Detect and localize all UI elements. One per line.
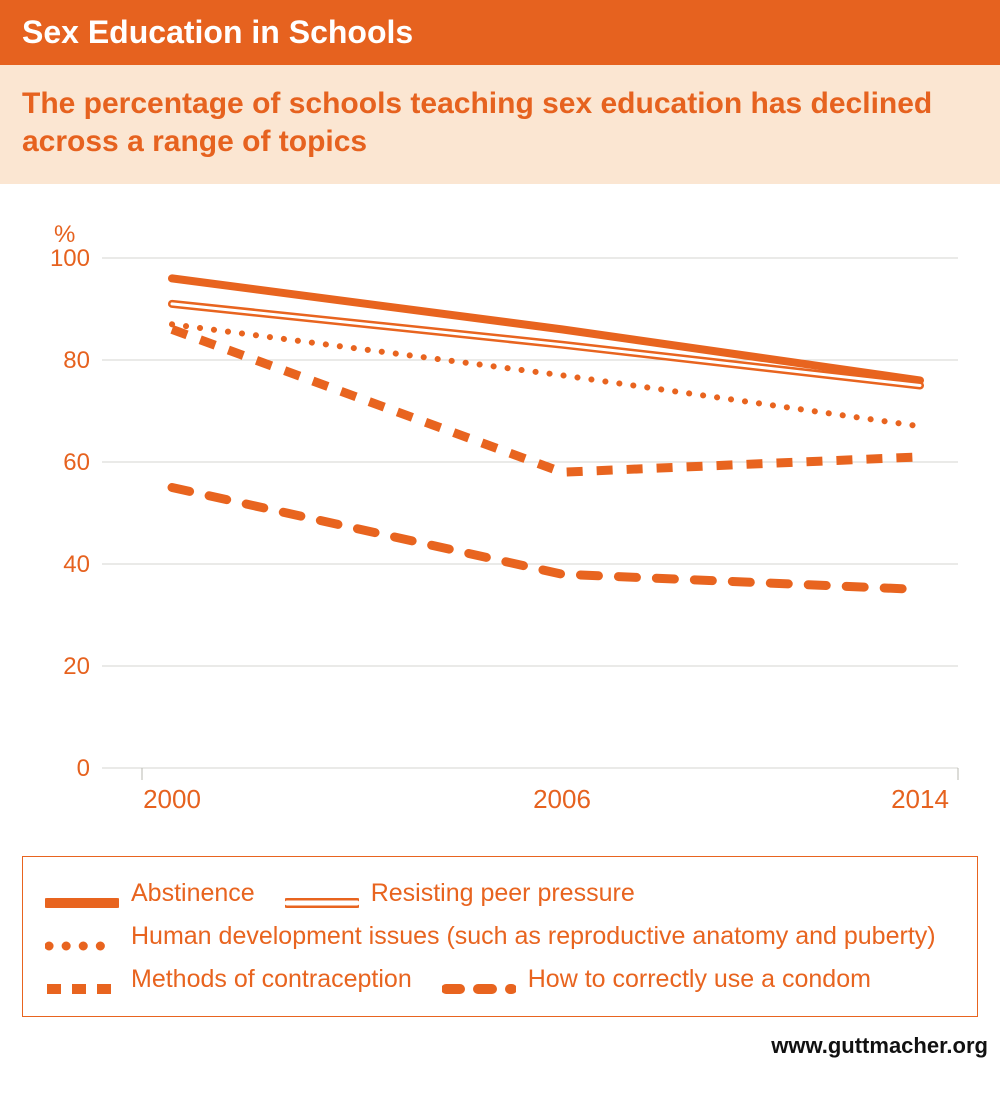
legend-item: How to correctly use a condom <box>442 965 871 994</box>
svg-text:2014: 2014 <box>891 784 949 814</box>
legend-item: Human development issues (such as reprod… <box>45 922 936 951</box>
legend-label: How to correctly use a condom <box>528 965 871 994</box>
legend-label: Methods of contraception <box>131 965 412 994</box>
svg-text:0: 0 <box>77 755 90 782</box>
legend-swatch-icon <box>45 888 117 900</box>
line-chart: % 0 20 40 60 80 100 2000 2006 2014 <box>22 208 978 828</box>
title-bar: Sex Education in Schools <box>0 0 1000 65</box>
legend-label: Abstinence <box>131 879 255 908</box>
legend-item: Methods of contraception <box>45 965 412 994</box>
legend-swatch-icon <box>285 888 357 900</box>
svg-text:80: 80 <box>63 347 90 374</box>
svg-text:2000: 2000 <box>143 784 201 814</box>
legend-swatch-icon <box>45 974 117 986</box>
legend-item: Resisting peer pressure <box>285 879 635 908</box>
legend-label: Human development issues (such as reprod… <box>131 922 936 951</box>
legend-swatch-icon <box>442 974 514 986</box>
svg-text:20: 20 <box>63 653 90 680</box>
legend-row: Human development issues (such as reprod… <box>45 922 955 951</box>
svg-text:%: % <box>54 221 75 248</box>
chart-area: % 0 20 40 60 80 100 2000 2006 2014 <box>0 184 1000 838</box>
svg-text:100: 100 <box>50 245 90 272</box>
svg-text:40: 40 <box>63 551 90 578</box>
subtitle-bar: The percentage of schools teaching sex e… <box>0 65 1000 184</box>
infographic-container: Sex Education in Schools The percentage … <box>0 0 1000 1075</box>
source-footer: www.guttmacher.org <box>0 1025 1000 1075</box>
legend: Abstinence Resisting peer pressure Human d… <box>22 856 978 1017</box>
legend-row: Abstinence Resisting peer pressure <box>45 879 955 908</box>
svg-text:60: 60 <box>63 449 90 476</box>
legend-item: Abstinence <box>45 879 255 908</box>
legend-row: Methods of contraception How to correctly… <box>45 965 955 994</box>
legend-label: Resisting peer pressure <box>371 879 635 908</box>
legend-swatch-icon <box>45 931 117 943</box>
svg-text:2006: 2006 <box>533 784 591 814</box>
